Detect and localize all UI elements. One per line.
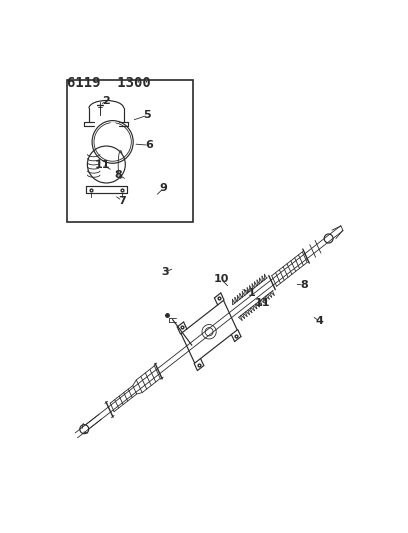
Text: 7: 7 bbox=[118, 196, 126, 206]
Text: 4: 4 bbox=[316, 316, 324, 326]
Text: 3: 3 bbox=[161, 268, 169, 278]
Bar bbox=[67, 80, 193, 222]
Text: 5: 5 bbox=[144, 110, 151, 120]
Text: 8: 8 bbox=[300, 280, 308, 290]
Text: 10: 10 bbox=[213, 274, 229, 285]
Text: 11: 11 bbox=[95, 159, 110, 169]
Text: 2: 2 bbox=[102, 96, 110, 106]
Text: 6: 6 bbox=[145, 140, 153, 150]
Text: 11: 11 bbox=[255, 298, 270, 308]
Text: 1: 1 bbox=[248, 288, 256, 297]
Text: 8: 8 bbox=[115, 170, 122, 180]
Text: 9: 9 bbox=[160, 183, 168, 193]
Text: 6119  1300: 6119 1300 bbox=[67, 76, 151, 90]
